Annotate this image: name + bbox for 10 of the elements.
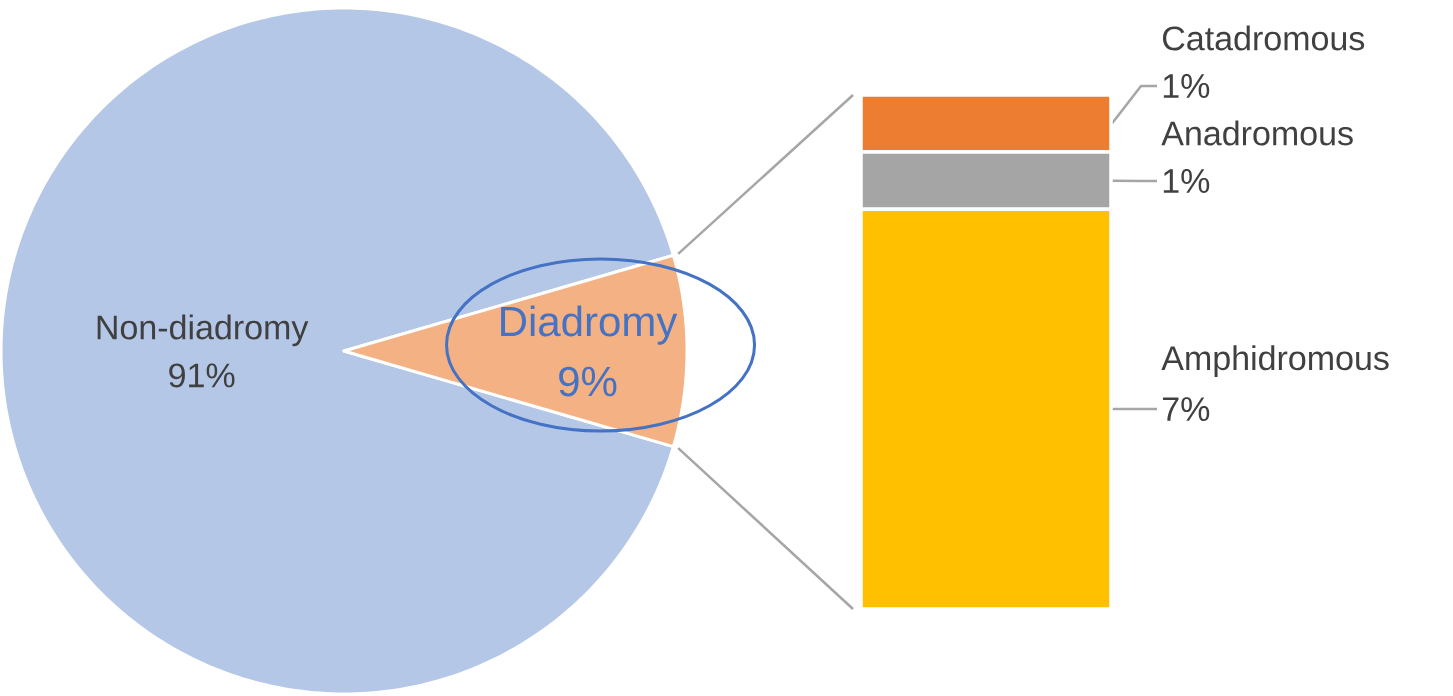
slice-label: Diadromy bbox=[501, 305, 678, 345]
text: Catadromous bbox=[1163, 25, 1365, 51]
data-label: 9% bbox=[559, 366, 617, 397]
slice-label: Non-diadromy bbox=[97, 314, 309, 347]
data-label: 7% bbox=[1163, 397, 1210, 421]
series-label: Anadromous bbox=[1161, 120, 1353, 146]
data-label: 91% bbox=[169, 363, 235, 388]
data-label: 1% bbox=[1163, 74, 1210, 98]
series-label: Amphidromous bbox=[1161, 345, 1389, 377]
data-label: 1% bbox=[1163, 169, 1210, 193]
